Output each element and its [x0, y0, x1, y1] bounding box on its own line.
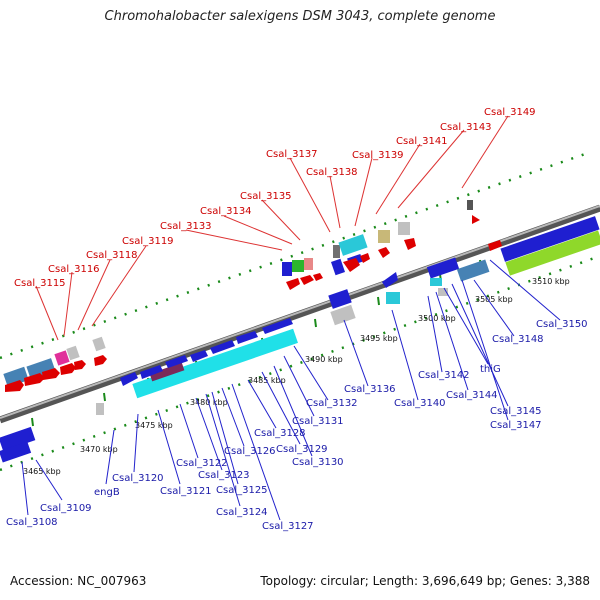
gene-label: Csal_3125	[216, 485, 268, 496]
gene-label: Csal_3118	[86, 250, 138, 261]
gene-label: Csal_3128	[254, 428, 306, 439]
gene-label: Csal_3137	[266, 149, 318, 160]
gene-label: Csal_3147	[490, 420, 542, 431]
upper-features	[3, 200, 600, 392]
gene-label: Csal_3109	[40, 503, 92, 514]
red-leaders	[35, 115, 509, 341]
reverse-gene-labels: Csal_3108 Csal_3109 engB Csal_3120 Csal_…	[6, 319, 588, 532]
gene-label: Csal_3123	[198, 470, 250, 481]
tick-label: 3500 kbp	[418, 314, 456, 323]
gene-label: Csal_3119	[122, 236, 174, 247]
tick-label: 3510 kbp	[532, 277, 570, 286]
gene-label: Csal_3145	[490, 406, 542, 417]
gene-label: Csal_3140	[394, 398, 446, 409]
gene-label: engB	[94, 487, 120, 498]
gene-label: thiG	[480, 364, 501, 375]
gene-label: Csal_3139	[352, 150, 404, 161]
gene-label: Csal_3144	[446, 390, 498, 401]
forward-gene-labels: Csal_3115 Csal_3116 Csal_3118 Csal_3119 …	[14, 107, 536, 289]
genome-summary-text: Topology: circular; Length: 3,696,649 bp…	[260, 574, 590, 588]
blue-leaders	[21, 259, 561, 521]
gene-label: Csal_3136	[344, 384, 396, 395]
tick-label: 3475 kbp	[135, 421, 173, 430]
accession-text: Accession: NC_007963	[10, 574, 147, 588]
gene-label: Csal_3126	[224, 446, 276, 457]
gene-label: Csal_3141	[396, 136, 448, 147]
gene-label: Csal_3120	[112, 473, 164, 484]
gene-label: Csal_3131	[292, 416, 344, 427]
lower-features	[0, 257, 490, 463]
tick-label: 3505 kbp	[475, 295, 513, 304]
gene-label: Csal_3129	[276, 444, 328, 455]
tick-label: 3465 kbp	[23, 467, 61, 476]
gene-label: Csal_3143	[440, 122, 492, 133]
gene-label: Csal_3130	[292, 457, 344, 468]
gene-label: Csal_3127	[262, 521, 314, 532]
gene-label: Csal_3135	[240, 191, 292, 202]
gene-label: Csal_3142	[418, 370, 470, 381]
gene-label: Csal_3116	[48, 264, 100, 275]
gene-label: Csal_3122	[176, 458, 228, 469]
gene-label: Csal_3148	[492, 334, 544, 345]
gene-label: Csal_3149	[484, 107, 536, 118]
gene-label: Csal_3138	[306, 167, 358, 178]
gene-label: Csal_3124	[216, 507, 268, 518]
gene-label: Csal_3115	[14, 278, 66, 289]
dotted-guides	[0, 152, 600, 472]
gene-label: Csal_3121	[160, 486, 212, 497]
gene-label: Csal_3132	[306, 398, 358, 409]
genome-title: Chromohalobacter salexigens DSM 3043, co…	[104, 9, 496, 24]
gene-label: Csal_3150	[536, 319, 588, 330]
tick-label: 3495 kbp	[360, 334, 398, 343]
gene-label: Csal_3108	[6, 517, 58, 528]
gene-label: Csal_3133	[160, 221, 212, 232]
tick-label: 3490 kbp	[305, 355, 343, 364]
gene-label: Csal_3134	[200, 206, 252, 217]
tick-label: 3470 kbp	[80, 445, 118, 454]
